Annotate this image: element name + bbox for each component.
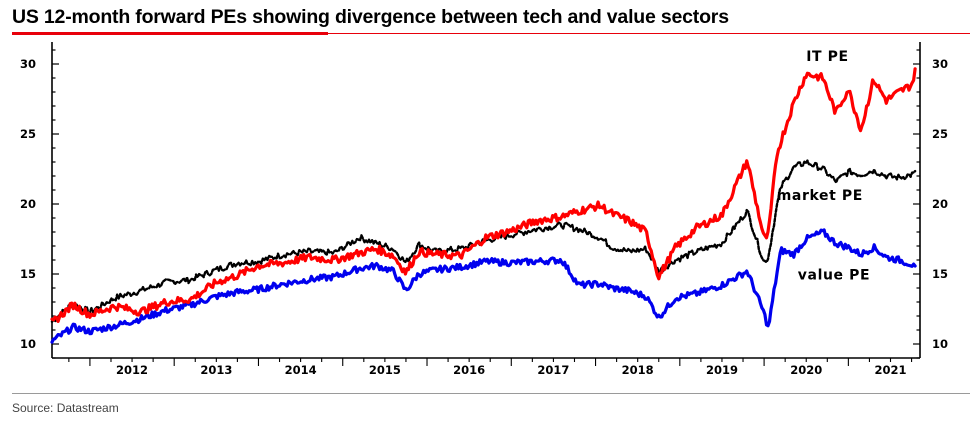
x-tick-label: 2013 — [200, 363, 232, 377]
annotation-market-pe: market PE — [777, 188, 863, 204]
x-tick-label: 2012 — [116, 363, 148, 377]
series-line-it-pe — [50, 67, 917, 323]
y-tick-label-left: 20 — [20, 197, 36, 211]
x-tick-label: 2016 — [453, 363, 485, 377]
annotation-value-pe: value PE — [798, 268, 870, 284]
y-tick-label-right: 30 — [932, 57, 948, 71]
x-tick-label: 2017 — [537, 363, 569, 377]
y-tick-label-right: 25 — [932, 127, 948, 141]
y-tick-label-left: 10 — [20, 337, 36, 351]
x-tick-label: 2021 — [874, 363, 906, 377]
footer-rule — [12, 393, 970, 394]
x-tick-label: 2019 — [706, 363, 738, 377]
x-tick-label: 2018 — [622, 363, 654, 377]
x-tick-label: 2020 — [790, 363, 822, 377]
title-rule — [12, 33, 970, 34]
x-tick-label: 2015 — [369, 363, 401, 377]
chart-title: US 12-month forward PEs showing divergen… — [12, 6, 729, 28]
series-line-value-pe — [50, 228, 917, 344]
y-tick-label-left: 30 — [20, 57, 36, 71]
annotation-it-pe: IT PE — [806, 49, 848, 65]
y-tick-label-left: 15 — [20, 267, 36, 281]
title-accent-bar — [12, 32, 328, 35]
y-tick-label-right: 10 — [932, 337, 948, 351]
y-tick-label-left: 25 — [20, 127, 36, 141]
y-tick-label-right: 20 — [932, 197, 948, 211]
source-note: Source: Datastream — [12, 401, 119, 415]
x-tick-label: 2014 — [285, 363, 317, 377]
y-tick-label-right: 15 — [932, 267, 948, 281]
